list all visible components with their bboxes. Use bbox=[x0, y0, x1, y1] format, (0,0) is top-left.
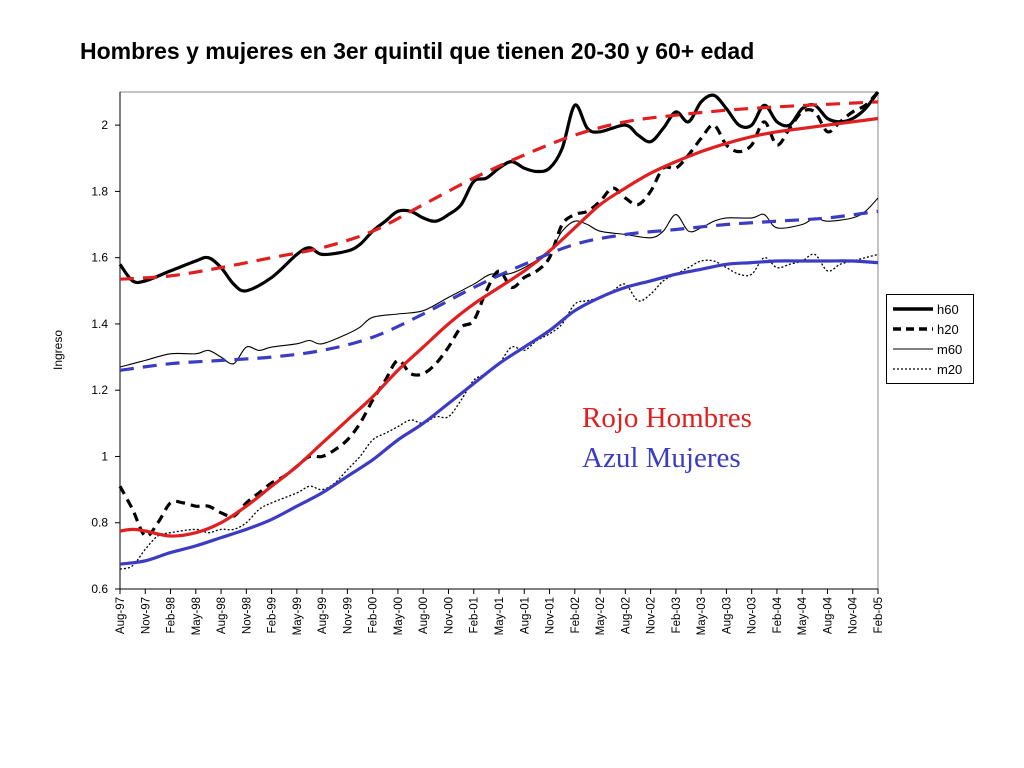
x-tick-label: Feb-99 bbox=[267, 597, 279, 633]
y-tick-label: 0.6 bbox=[91, 582, 108, 596]
legend-swatch-h60 bbox=[893, 307, 933, 311]
y-axis-label: Ingreso bbox=[51, 330, 65, 370]
series-line-m20-trend bbox=[119, 259, 879, 566]
x-tick-label: Nov-03 bbox=[747, 597, 759, 634]
x-tick-label: May-99 bbox=[292, 597, 304, 635]
x-tick-label: Nov-04 bbox=[848, 596, 860, 634]
legend-item-m20: m20 bbox=[887, 360, 973, 380]
legend-label-m20: m20 bbox=[937, 362, 963, 377]
legend-item-m60: m60 bbox=[887, 340, 973, 360]
x-tick-label: Aug-98 bbox=[216, 597, 228, 634]
x-tick-label: Nov-02 bbox=[646, 597, 658, 634]
x-tick-label: Feb-02 bbox=[570, 597, 582, 633]
legend-swatch-m60 bbox=[893, 348, 933, 350]
series-line-h60 bbox=[118, 91, 880, 293]
x-tick-label: May-02 bbox=[595, 597, 607, 635]
x-tick-label: Nov-00 bbox=[443, 597, 455, 634]
legend: h60 h20 m60 m20 bbox=[886, 294, 974, 384]
y-tick-label: 1 bbox=[101, 449, 108, 463]
y-ticks: 0.6 0.8 1 1.2 1.4 1.6 1.8 2 bbox=[91, 118, 120, 596]
annotation-azul-mujeres: Azul Mujeres bbox=[582, 442, 741, 474]
x-ticks: Aug-97 Nov-97 Feb-98 May-98 Aug-98 Nov-98 Feb-… bbox=[115, 589, 885, 635]
series-line-m60 bbox=[119, 197, 879, 368]
series-line-h60-trend bbox=[119, 100, 879, 281]
x-tick-label: Nov-01 bbox=[545, 597, 557, 634]
x-tick-label: Nov-98 bbox=[241, 597, 253, 634]
x-tick-label: Feb-03 bbox=[671, 597, 683, 633]
series-line-h20-trend bbox=[119, 116, 879, 538]
y-tick-label: 2 bbox=[101, 118, 108, 132]
legend-label-h60: h60 bbox=[937, 302, 959, 317]
x-tick-label: Aug-00 bbox=[418, 597, 430, 634]
x-tick-label: Feb-98 bbox=[166, 597, 178, 633]
annotation-rojo-hombres: Rojo Hombres bbox=[582, 402, 752, 434]
x-tick-label: Aug-97 bbox=[115, 597, 127, 634]
x-tick-label: Feb-05 bbox=[873, 597, 885, 633]
x-tick-label: May-04 bbox=[797, 596, 809, 635]
legend-swatch-m20 bbox=[893, 368, 933, 370]
x-tick-label: Feb-01 bbox=[469, 597, 481, 633]
series-line-m60-trend bbox=[119, 209, 879, 372]
x-tick-label: Aug-03 bbox=[721, 597, 733, 634]
y-tick-label: 0.8 bbox=[91, 516, 108, 530]
legend-swatch-h20 bbox=[893, 327, 933, 331]
x-tick-label: May-01 bbox=[494, 597, 506, 635]
x-tick-label: May-03 bbox=[696, 597, 708, 635]
y-tick-label: 1.8 bbox=[91, 184, 108, 198]
legend-item-h60: h60 bbox=[887, 300, 973, 320]
x-tick-label: Aug-02 bbox=[620, 597, 632, 634]
series-group bbox=[118, 90, 880, 570]
y-tick-label: 1.2 bbox=[91, 383, 108, 397]
legend-label-m60: m60 bbox=[937, 342, 963, 357]
x-tick-label: Aug-01 bbox=[519, 597, 531, 634]
x-tick-label: May-98 bbox=[191, 597, 203, 635]
legend-item-h20: h20 bbox=[887, 320, 973, 340]
y-tick-label: 1.6 bbox=[91, 251, 108, 265]
series-line-h20 bbox=[118, 90, 880, 538]
x-tick-label: Nov-99 bbox=[342, 597, 354, 634]
legend-label-h20: h20 bbox=[937, 322, 959, 337]
x-tick-label: Aug-04 bbox=[822, 596, 834, 634]
chart-title: Hombres y mujeres en 3er quintil que tie… bbox=[80, 38, 755, 64]
x-tick-label: Feb-00 bbox=[368, 597, 380, 633]
x-tick-label: Feb-04 bbox=[772, 596, 784, 633]
x-tick-label: May-00 bbox=[393, 597, 405, 635]
x-tick-label: Aug-99 bbox=[317, 597, 329, 634]
x-tick-label: Nov-97 bbox=[140, 597, 152, 634]
series-line-m20 bbox=[119, 253, 879, 570]
y-tick-label: 1.4 bbox=[91, 317, 108, 331]
